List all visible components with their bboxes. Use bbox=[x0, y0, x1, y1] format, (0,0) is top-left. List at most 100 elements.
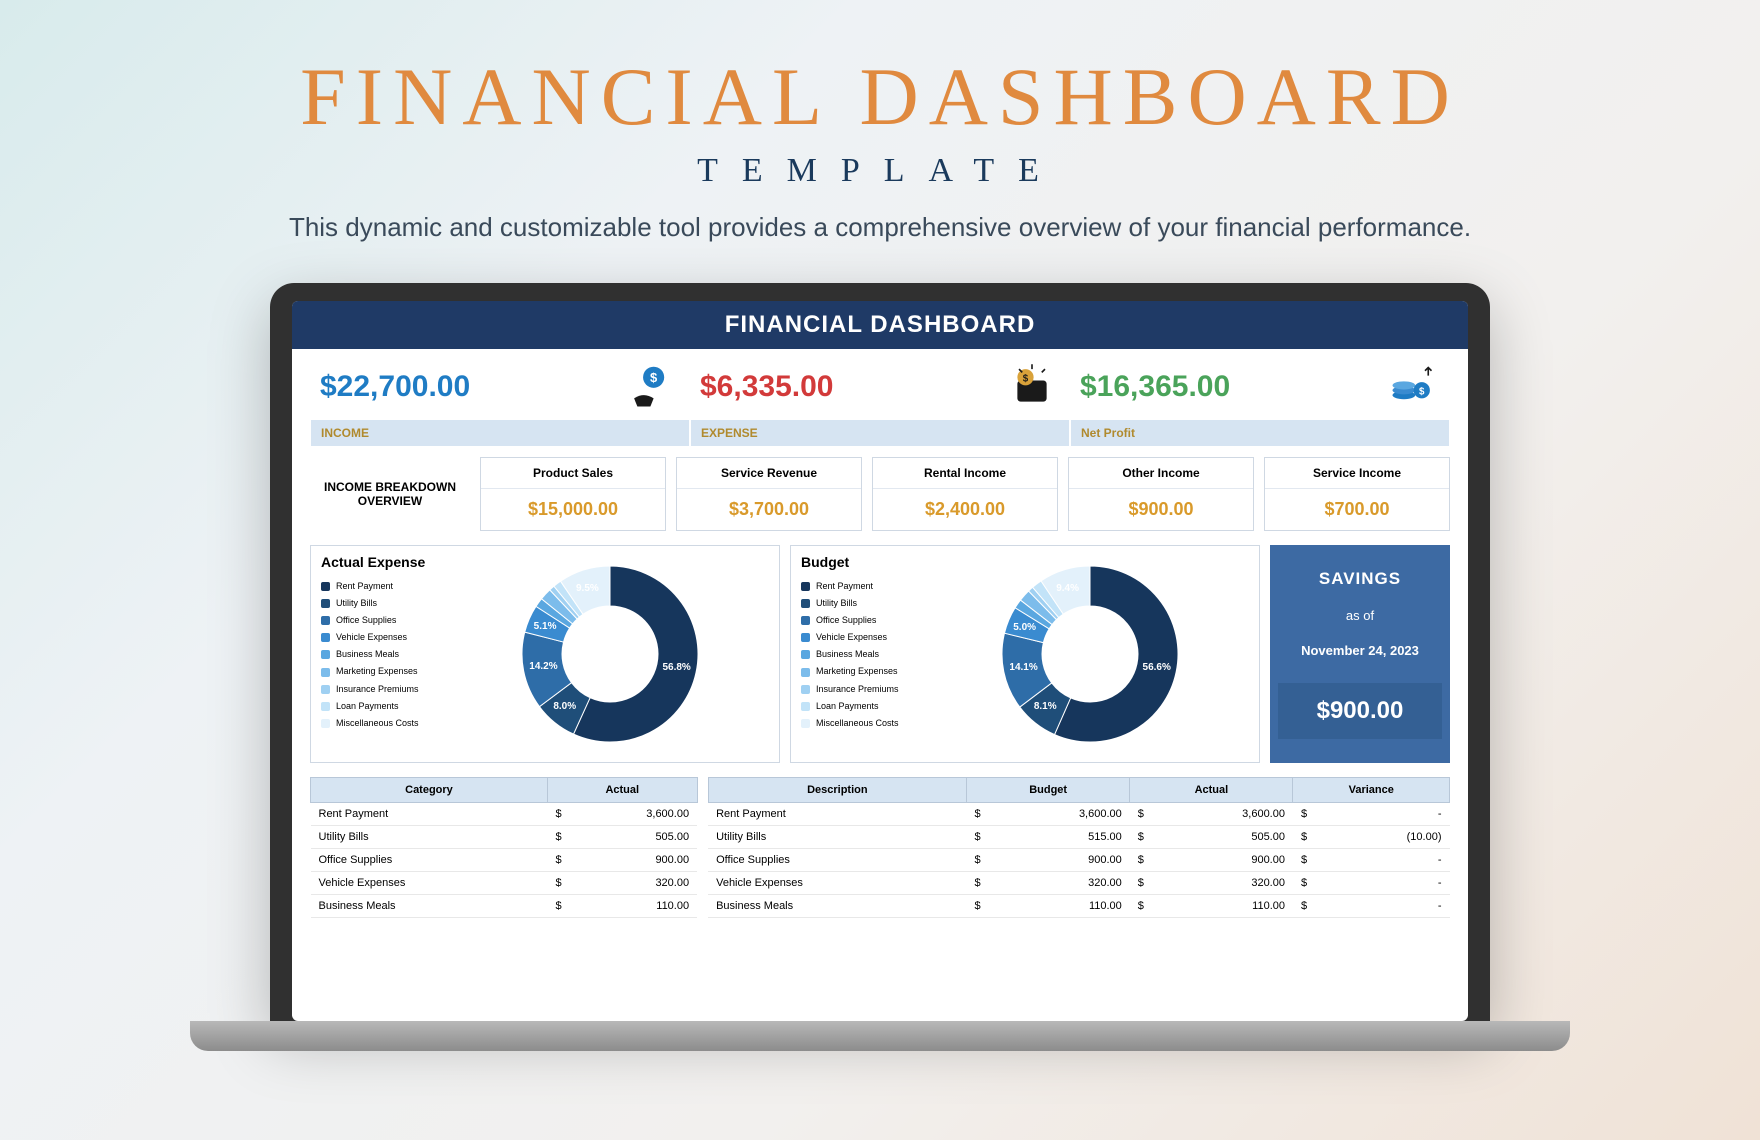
kpi-netprofit-value: $16,365.00 bbox=[1080, 370, 1230, 404]
income-box-label: Rental Income bbox=[873, 458, 1057, 489]
legend-item: Loan Payments bbox=[321, 698, 451, 715]
income-breakdown-heading: INCOME BREAKDOWN OVERVIEW bbox=[310, 457, 470, 531]
kpi-expense-value: $6,335.00 bbox=[700, 370, 833, 404]
table-row: Office Supplies$900.00$900.00$- bbox=[708, 849, 1449, 872]
savings-date: November 24, 2023 bbox=[1301, 643, 1419, 658]
actual-expense-title: Actual Expense bbox=[321, 554, 425, 570]
table-left: CategoryActualRent Payment$3,600.00Utili… bbox=[310, 777, 698, 1011]
income-box-value: $15,000.00 bbox=[481, 489, 665, 530]
legend-item: Office Supplies bbox=[801, 612, 931, 629]
table-header: Budget bbox=[967, 778, 1130, 803]
legend-item: Insurance Premiums bbox=[801, 681, 931, 698]
svg-text:$: $ bbox=[1419, 386, 1425, 397]
income-box-label: Product Sales bbox=[481, 458, 665, 489]
income-box: Rental Income$2,400.00 bbox=[872, 457, 1058, 531]
slice-label: 9.5% bbox=[576, 583, 599, 594]
income-box-value: $900.00 bbox=[1069, 489, 1253, 530]
kpi-income-value: $22,700.00 bbox=[320, 370, 470, 404]
table-row: Vehicle Expenses$320.00$320.00$- bbox=[708, 872, 1449, 895]
legend-item: Miscellaneous Costs bbox=[321, 715, 451, 732]
legend-item: Business Meals bbox=[321, 646, 451, 663]
tables-row: CategoryActualRent Payment$3,600.00Utili… bbox=[292, 771, 1468, 1021]
income-breakdown: INCOME BREAKDOWN OVERVIEW Product Sales$… bbox=[292, 447, 1468, 537]
savings-panel: SAVINGS as of November 24, 2023 $900.00 bbox=[1270, 545, 1450, 763]
income-box: Product Sales$15,000.00 bbox=[480, 457, 666, 531]
slice-label: 14.2% bbox=[529, 661, 557, 672]
money-bag-icon: $ bbox=[624, 359, 680, 415]
table-header: Actual bbox=[1130, 778, 1293, 803]
table-row: Business Meals$110.00$110.00$- bbox=[708, 895, 1449, 918]
budget-legend: Rent PaymentUtility BillsOffice Supplies… bbox=[801, 554, 931, 754]
actual-expense-panel: Actual Expense Rent PaymentUtility Bills… bbox=[310, 545, 780, 763]
slice-label: 8.0% bbox=[553, 701, 576, 712]
dashboard-screen: FINANCIAL DASHBOARD $22,700.00 $ $6,335.… bbox=[292, 301, 1468, 1021]
label-income: INCOME bbox=[310, 419, 690, 447]
hero-subtitle: TEMPLATE bbox=[697, 152, 1063, 190]
table-right: DescriptionBudgetActualVarianceRent Paym… bbox=[708, 777, 1450, 1011]
kpi-income: $22,700.00 $ bbox=[310, 359, 690, 415]
income-box-value: $700.00 bbox=[1265, 489, 1449, 530]
income-box-label: Service Income bbox=[1265, 458, 1449, 489]
table-row: Utility Bills$515.00$505.00$(10.00) bbox=[708, 826, 1449, 849]
wallet-icon: $ bbox=[1004, 359, 1060, 415]
income-box-value: $3,700.00 bbox=[677, 489, 861, 530]
hero-title: FINANCIAL DASHBOARD bbox=[300, 50, 1460, 144]
slice-label: 56.8% bbox=[662, 662, 690, 673]
label-expense: EXPENSE bbox=[690, 419, 1070, 447]
laptop-frame: FINANCIAL DASHBOARD $22,700.00 $ $6,335.… bbox=[270, 283, 1490, 1021]
label-netprofit: Net Profit bbox=[1070, 419, 1450, 447]
table-header: Variance bbox=[1293, 778, 1450, 803]
income-box-value: $2,400.00 bbox=[873, 489, 1057, 530]
budget-donut: 56.6%8.1%14.1%5.0%9.4% bbox=[931, 554, 1249, 754]
slice-label: 5.1% bbox=[534, 621, 557, 632]
slice-label: 9.4% bbox=[1056, 583, 1079, 594]
legend-item: Insurance Premiums bbox=[321, 681, 451, 698]
kpi-expense: $6,335.00 $ bbox=[690, 359, 1070, 415]
kpi-netprofit: $16,365.00 $ bbox=[1070, 359, 1450, 415]
svg-text:$: $ bbox=[650, 370, 658, 385]
svg-text:$: $ bbox=[1023, 373, 1029, 384]
actual-donut: 56.8% 8.0% 14.2% 5.1% 9.5% bbox=[451, 554, 769, 754]
income-box-label: Service Revenue bbox=[677, 458, 861, 489]
legend-item: Business Meals bbox=[801, 646, 931, 663]
legend-item: Rent Payment bbox=[321, 578, 451, 595]
kpi-labels-row: INCOME EXPENSE Net Profit bbox=[292, 419, 1468, 447]
kpi-row: $22,700.00 $ $6,335.00 $ $16,365.00 $ bbox=[292, 349, 1468, 419]
legend-item: Rent Payment bbox=[801, 578, 931, 595]
legend-item: Loan Payments bbox=[801, 698, 931, 715]
budget-panel: Budget Rent PaymentUtility BillsOffice S… bbox=[790, 545, 1260, 763]
table-header: Description bbox=[708, 778, 966, 803]
charts-row: Actual Expense Rent PaymentUtility Bills… bbox=[292, 537, 1468, 771]
table-row: Rent Payment$3,600.00 bbox=[311, 803, 698, 826]
income-box: Service Income$700.00 bbox=[1264, 457, 1450, 531]
table-row: Rent Payment$3,600.00$3,600.00$- bbox=[708, 803, 1449, 826]
slice-label: 56.6% bbox=[1143, 662, 1171, 673]
legend-item: Office Supplies bbox=[321, 612, 451, 629]
income-box: Service Revenue$3,700.00 bbox=[676, 457, 862, 531]
table-row: Office Supplies$900.00 bbox=[311, 849, 698, 872]
budget-title: Budget bbox=[801, 554, 849, 570]
legend-item: Vehicle Expenses bbox=[321, 629, 451, 646]
income-box-label: Other Income bbox=[1069, 458, 1253, 489]
actual-legend: Rent PaymentUtility BillsOffice Supplies… bbox=[321, 554, 451, 754]
legend-item: Miscellaneous Costs bbox=[801, 715, 931, 732]
savings-asof: as of bbox=[1346, 608, 1374, 623]
table-header: Actual bbox=[547, 778, 697, 803]
legend-item: Vehicle Expenses bbox=[801, 629, 931, 646]
hero-description: This dynamic and customizable tool provi… bbox=[289, 212, 1471, 243]
income-box: Other Income$900.00 bbox=[1068, 457, 1254, 531]
savings-title: SAVINGS bbox=[1319, 569, 1401, 589]
coins-icon: $ bbox=[1384, 359, 1440, 415]
legend-item: Marketing Expenses bbox=[321, 663, 451, 680]
savings-amount: $900.00 bbox=[1278, 683, 1442, 739]
legend-item: Utility Bills bbox=[321, 595, 451, 612]
table-row: Utility Bills$505.00 bbox=[311, 826, 698, 849]
legend-item: Utility Bills bbox=[801, 595, 931, 612]
table-header: Category bbox=[311, 778, 548, 803]
dashboard-title: FINANCIAL DASHBOARD bbox=[292, 301, 1468, 349]
table-row: Vehicle Expenses$320.00 bbox=[311, 872, 698, 895]
slice-label: 14.1% bbox=[1009, 662, 1037, 673]
table-row: Business Meals$110.00 bbox=[311, 895, 698, 918]
slice-label: 8.1% bbox=[1034, 701, 1057, 712]
legend-item: Marketing Expenses bbox=[801, 663, 931, 680]
